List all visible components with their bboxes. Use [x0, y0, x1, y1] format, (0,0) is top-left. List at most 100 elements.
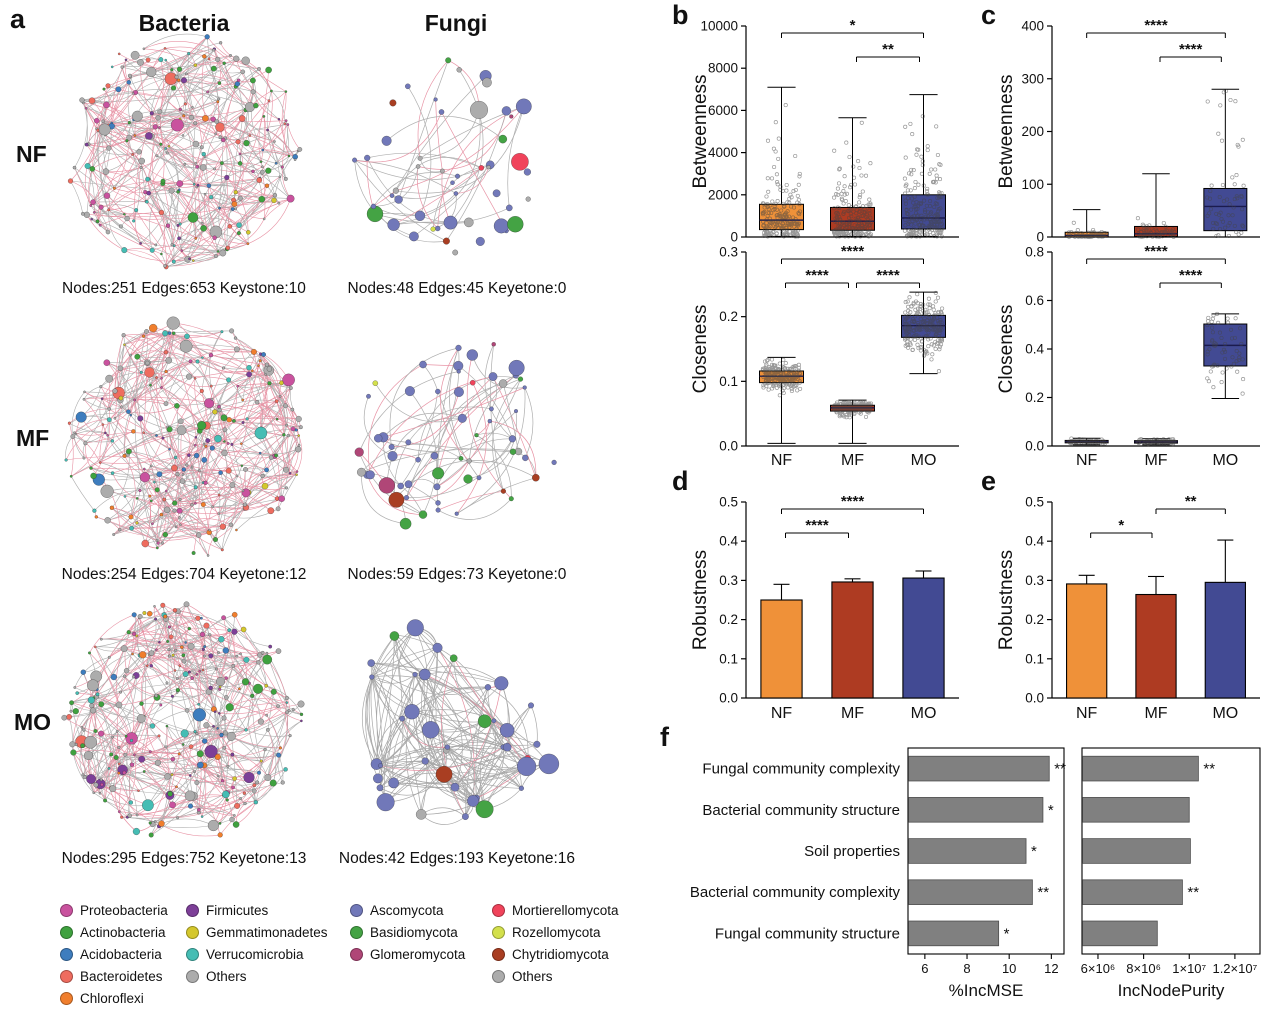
legend-swatch-icon — [492, 926, 505, 939]
svg-text:0.3: 0.3 — [719, 573, 738, 588]
svg-text:0.1: 0.1 — [1025, 651, 1044, 666]
svg-text:****: **** — [1144, 243, 1168, 260]
legend-label: Ascomycota — [370, 903, 444, 918]
svg-text:****: **** — [805, 517, 829, 534]
legend-swatch-icon — [186, 904, 199, 917]
svg-text:NF: NF — [771, 705, 793, 722]
svg-text:*: * — [1048, 802, 1054, 819]
svg-text:0.1: 0.1 — [719, 651, 738, 666]
network-mo-fungi — [344, 598, 568, 846]
svg-text:Fungal community complexity: Fungal community complexity — [702, 761, 900, 778]
svg-text:Betweenness: Betweenness — [690, 74, 711, 188]
legend-swatch-icon — [60, 992, 73, 1005]
svg-text:200: 200 — [1021, 124, 1044, 139]
legend-item: Basidiomycota — [350, 925, 465, 940]
svg-text:*: * — [1031, 843, 1037, 860]
svg-text:Betweenness: Betweenness — [996, 74, 1017, 188]
legend-label: Verrucomicrobia — [206, 947, 304, 962]
network-mf-bacteria — [58, 314, 310, 562]
network-graphic — [64, 316, 303, 557]
svg-text:0.5: 0.5 — [1025, 495, 1044, 510]
legend-item: Bacteroidetes — [60, 969, 168, 984]
svg-text:0.4: 0.4 — [1025, 342, 1044, 357]
svg-text:**: ** — [1037, 884, 1049, 901]
legend-item: Others — [186, 969, 328, 984]
svg-text:0: 0 — [730, 230, 738, 245]
svg-text:MF: MF — [841, 452, 864, 469]
legend-label: Mortierellomycota — [512, 903, 619, 918]
network-graphic — [67, 33, 303, 270]
svg-text:MO: MO — [1212, 705, 1238, 722]
network-graphic — [361, 619, 560, 825]
boxplot-betweenness-fungi: 0 100 200 300 400 Betweenness **** **** — [996, 14, 1266, 245]
svg-text:4000: 4000 — [708, 145, 738, 160]
boxplot-betweenness-bacteria: 0 2000 4000 6000 8000 10000 Betweenness * ** — [690, 14, 965, 245]
svg-text:Robustness: Robustness — [690, 550, 711, 650]
svg-text:**: ** — [882, 41, 894, 58]
svg-text:****: **** — [1179, 41, 1203, 58]
legend-swatch-icon — [60, 970, 73, 983]
svg-text:****: **** — [805, 267, 829, 284]
legend-item: Proteobacteria — [60, 903, 168, 918]
svg-text:6000: 6000 — [708, 103, 738, 118]
svg-text:1.2×10⁷: 1.2×10⁷ — [1212, 961, 1257, 976]
legend-swatch-icon — [186, 948, 199, 961]
svg-text:0.4: 0.4 — [1025, 534, 1044, 549]
network-caption: Nodes:254 Edges:704 Keyetone:12 — [61, 566, 307, 583]
svg-text:0.2: 0.2 — [1025, 390, 1044, 405]
svg-text:Bacterial community structure: Bacterial community structure — [702, 802, 900, 819]
svg-text:1×10⁷: 1×10⁷ — [1172, 961, 1206, 976]
network-caption: Nodes:59 Edges:73 Keyetone:0 — [347, 566, 567, 583]
svg-text:****: **** — [841, 493, 865, 510]
svg-text:0.5: 0.5 — [719, 495, 738, 510]
svg-text:%IncMSE: %IncMSE — [949, 981, 1024, 1000]
network-nf-fungi — [350, 30, 562, 276]
legend-bacteria-col2: Firmicutes Gemmatimonadetes Verrucomicrobi… — [186, 903, 328, 984]
svg-text:**: ** — [1185, 493, 1197, 510]
svg-text:****: **** — [876, 267, 900, 284]
svg-text:IncNodePurity: IncNodePurity — [1118, 981, 1225, 1000]
svg-text:*: * — [1004, 925, 1010, 942]
legend-label: Acidobacteria — [80, 947, 162, 962]
column-header-fungi: Fungi — [424, 10, 488, 36]
svg-text:****: **** — [1144, 17, 1168, 34]
svg-text:****: **** — [1179, 267, 1203, 284]
legend-swatch-icon — [350, 904, 363, 917]
boxplot-closeness-bacteria: 0.0 0.1 0.2 0.3 Closeness NF MF MO **** **** **** — [690, 243, 965, 474]
legend-item: Acidobacteria — [60, 947, 168, 962]
legend-fungi-col1: Ascomycota Basidiomycota Glomeromycota — [350, 903, 465, 962]
svg-text:6×10⁶: 6×10⁶ — [1081, 961, 1116, 976]
legend-item: Rozellomycota — [492, 925, 619, 940]
row-label-nf: NF — [16, 141, 47, 167]
legend-label: Glomeromycota — [370, 947, 466, 962]
svg-text:100: 100 — [1021, 177, 1044, 192]
svg-text:0.8: 0.8 — [1025, 245, 1044, 260]
legend-swatch-icon — [60, 904, 73, 917]
legend-item: Ascomycota — [350, 903, 465, 918]
svg-text:****: **** — [841, 243, 865, 260]
svg-text:0.2: 0.2 — [1025, 612, 1044, 627]
legend-label: Chloroflexi — [80, 991, 144, 1006]
svg-text:0.1: 0.1 — [719, 374, 738, 389]
legend-swatch-icon — [350, 948, 363, 961]
network-graphic — [354, 342, 557, 530]
svg-text:NF: NF — [771, 452, 793, 469]
svg-text:10: 10 — [1002, 961, 1016, 976]
boxplot-graphic: 0.0 0.2 0.4 0.6 0.8 Closeness NF MF MO **** **** — [996, 243, 1260, 469]
svg-text:0: 0 — [1036, 230, 1044, 245]
legend-swatch-icon — [492, 948, 505, 961]
hbar-graphic: **Fungal community complexity*Bacterial … — [690, 747, 1066, 1000]
svg-text:0.0: 0.0 — [1025, 691, 1044, 706]
legend-fungi-col2: Mortierellomycota Rozellomycota Chytridiom… — [492, 903, 619, 984]
svg-text:Closeness: Closeness — [996, 305, 1017, 394]
svg-text:0.3: 0.3 — [1025, 573, 1044, 588]
svg-text:**: ** — [1054, 761, 1066, 778]
boxplot-graphic: 0 100 200 300 400 Betweenness **** **** — [996, 17, 1260, 245]
svg-text:MO: MO — [1212, 452, 1238, 469]
svg-text:8000: 8000 — [708, 61, 738, 76]
legend-swatch-icon — [60, 926, 73, 939]
svg-text:MF: MF — [841, 705, 864, 722]
panel-e-label: e — [981, 466, 997, 496]
